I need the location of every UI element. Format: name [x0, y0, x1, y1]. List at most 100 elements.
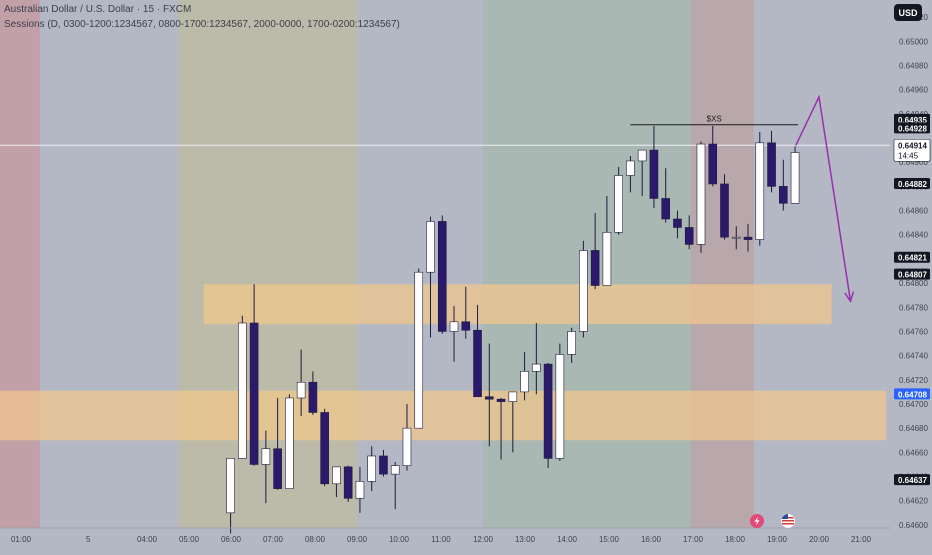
candle[interactable] [343, 465, 353, 502]
candle[interactable] [426, 216, 435, 338]
price-tag[interactable]: 0.64935 [894, 113, 930, 125]
candle[interactable] [626, 156, 635, 193]
candle[interactable] [743, 223, 753, 252]
candle[interactable] [649, 125, 659, 209]
candle[interactable] [520, 352, 529, 401]
candle-body [520, 371, 529, 393]
candle[interactable] [473, 304, 482, 398]
candle-body [602, 232, 612, 286]
y-tick-label: 0.64720 [899, 376, 928, 385]
candle-body [332, 466, 341, 485]
candle[interactable] [285, 394, 294, 489]
currency-button[interactable]: USD [894, 4, 922, 21]
candle[interactable] [332, 466, 341, 498]
session-band-1 [39, 0, 179, 528]
candle-body [461, 321, 471, 331]
candle[interactable] [767, 130, 776, 193]
candle[interactable] [238, 315, 247, 459]
candle[interactable] [579, 240, 588, 338]
x-tick-label: 16:00 [641, 535, 662, 544]
candle[interactable] [249, 284, 259, 466]
candle-body [296, 381, 306, 399]
candle[interactable] [273, 397, 282, 490]
x-tick-label: 01:00 [11, 535, 32, 544]
candle-body [249, 322, 259, 465]
candle-body [696, 143, 706, 245]
price-tag[interactable]: 0.64807 [894, 268, 930, 280]
price-tag[interactable]: 0.64928 [894, 122, 930, 134]
candle[interactable] [614, 167, 623, 235]
y-tick-label: 0.64800 [899, 279, 928, 288]
candle[interactable] [461, 286, 471, 339]
price-tag[interactable]: 0.64637 [894, 474, 930, 486]
projection-arrowhead [844, 291, 855, 303]
price-tag[interactable]: 0.64882 [894, 177, 930, 189]
candle-body [238, 322, 247, 459]
candle[interactable] [696, 141, 706, 253]
candle[interactable] [731, 226, 741, 250]
candle-body [484, 396, 494, 400]
candle[interactable] [708, 125, 718, 187]
candle[interactable] [437, 215, 447, 334]
y-tick-label: 0.64600 [899, 521, 928, 530]
x-tick-label: 18:00 [725, 535, 746, 544]
x-tick-label: 17:00 [683, 535, 704, 544]
candle[interactable] [414, 268, 424, 429]
x-tick-label: 13:00 [515, 535, 536, 544]
x-tick-label: 06:00 [221, 535, 242, 544]
candle[interactable] [402, 404, 412, 471]
candle[interactable] [320, 408, 329, 487]
candle[interactable] [449, 306, 459, 362]
candle[interactable] [790, 146, 800, 204]
candle[interactable] [637, 149, 647, 197]
us-flag-icon[interactable] [780, 513, 796, 529]
sessions-indicator-label[interactable]: Sessions (D, 0300-1200:1234567, 0800-170… [4, 19, 400, 30]
candle[interactable] [567, 327, 576, 363]
candle[interactable] [390, 462, 400, 510]
candle[interactable] [555, 343, 565, 461]
x-tick-label: 12:00 [473, 535, 494, 544]
candle[interactable] [543, 362, 553, 469]
y-tick-label: 0.64900 [899, 158, 928, 167]
candle[interactable] [720, 174, 729, 240]
candle[interactable] [673, 210, 682, 239]
supply-demand-zone-0[interactable] [203, 284, 832, 325]
supply-demand-zone-1[interactable] [0, 390, 887, 441]
candle-body [579, 250, 588, 332]
candle[interactable] [684, 215, 694, 250]
x-tick-label: 15:00 [599, 535, 620, 544]
candle-body [343, 466, 353, 499]
y-tick-label: 0.64680 [899, 424, 928, 433]
price-tag[interactable]: 0.64821 [894, 251, 930, 263]
candle[interactable] [602, 196, 612, 286]
candle[interactable] [308, 371, 318, 415]
candle[interactable] [532, 322, 541, 395]
lightning-icon[interactable] [750, 514, 764, 528]
candle[interactable] [484, 343, 494, 447]
y-tick-label: 0.64860 [899, 207, 928, 216]
candle[interactable] [778, 159, 788, 211]
candle[interactable] [379, 449, 388, 477]
candle[interactable] [355, 466, 365, 513]
candle[interactable] [590, 212, 600, 290]
price-tag[interactable]: 0.64708 [894, 388, 930, 400]
projection-arrow[interactable] [795, 94, 852, 302]
candle[interactable] [496, 397, 506, 460]
candle[interactable] [367, 446, 377, 492]
price-tag-box [894, 113, 930, 125]
candle[interactable] [661, 168, 671, 223]
candle-body [684, 227, 694, 245]
candle-body [402, 427, 412, 466]
candle[interactable] [296, 349, 306, 417]
candle-body [532, 363, 541, 372]
candle[interactable] [755, 131, 765, 246]
candle[interactable] [226, 458, 235, 534]
candle-body [261, 448, 271, 465]
candle-body [379, 455, 388, 475]
session-band-3 [357, 0, 483, 528]
candle[interactable] [261, 430, 271, 504]
candle[interactable] [508, 391, 518, 453]
